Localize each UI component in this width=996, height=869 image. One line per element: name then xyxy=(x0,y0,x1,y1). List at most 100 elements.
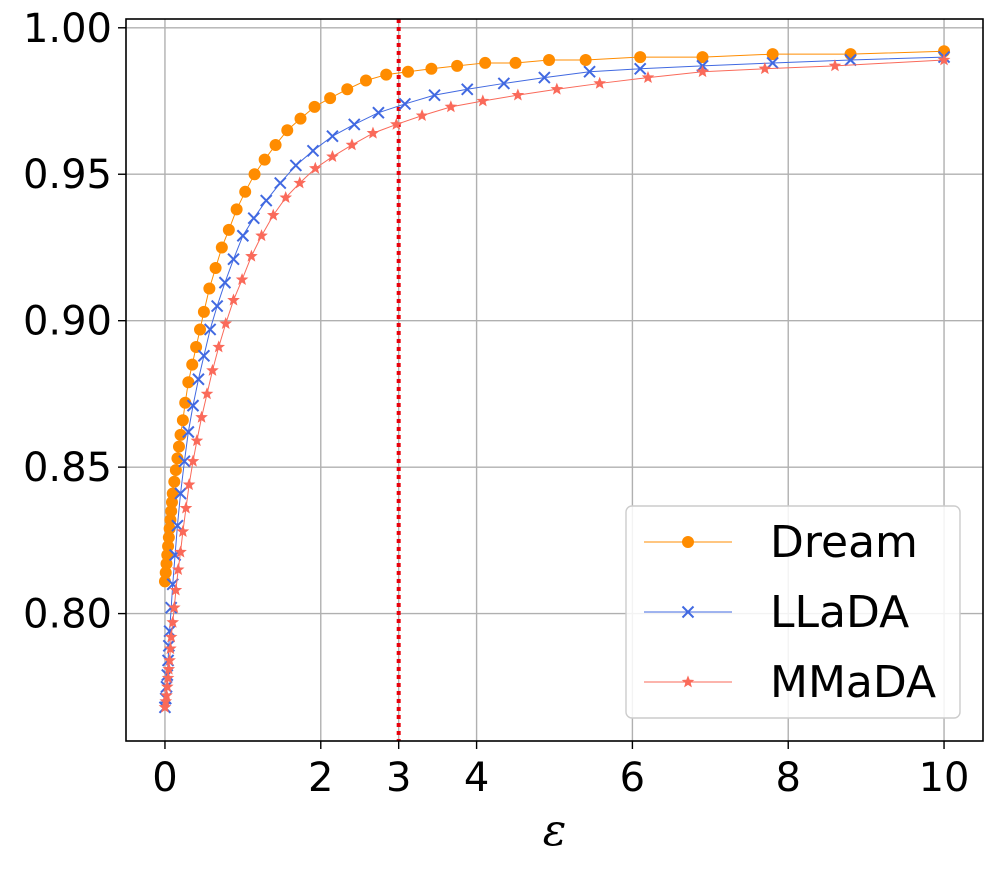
data-point xyxy=(543,54,556,67)
data-point xyxy=(366,126,380,139)
data-point xyxy=(190,434,204,447)
data-point xyxy=(174,487,187,500)
data-point xyxy=(682,536,694,548)
data-point xyxy=(161,671,175,684)
data-point xyxy=(178,455,191,468)
data-point xyxy=(398,97,412,111)
data-point xyxy=(260,194,273,207)
x-tick-label: 2 xyxy=(308,755,333,801)
data-point xyxy=(324,92,337,105)
data-point xyxy=(844,48,857,61)
data-point xyxy=(583,65,596,78)
data-point xyxy=(227,252,240,266)
data-point xyxy=(681,605,695,619)
data-point xyxy=(696,65,709,78)
data-point xyxy=(182,376,195,389)
data-point xyxy=(247,211,260,225)
data-point xyxy=(681,675,695,688)
data-point xyxy=(174,545,187,558)
data-point xyxy=(390,117,403,130)
data-point xyxy=(160,680,174,693)
data-point xyxy=(380,68,393,81)
data-point xyxy=(197,305,210,318)
data-point xyxy=(345,138,359,151)
legend-box xyxy=(625,505,961,719)
legend-item-mmada: MMaDA xyxy=(644,657,936,708)
data-point xyxy=(186,399,200,412)
data-point xyxy=(194,323,207,336)
data-point xyxy=(239,185,252,198)
data-point xyxy=(326,150,339,163)
data-point xyxy=(186,454,200,467)
data-point xyxy=(162,662,176,675)
data-point xyxy=(171,452,184,465)
data-point xyxy=(451,59,464,72)
data-point xyxy=(219,316,233,329)
x-tick-label: 3 xyxy=(386,755,411,801)
x-tick-label: 4 xyxy=(464,755,489,801)
data-point xyxy=(248,168,261,181)
data-point xyxy=(758,62,772,75)
y-tick-label: 0.80 xyxy=(23,592,112,638)
data-point xyxy=(279,191,293,204)
x-tick-label: 6 xyxy=(620,755,645,801)
y-tick-label: 0.90 xyxy=(23,299,112,345)
plot-frame xyxy=(125,18,984,742)
data-point xyxy=(209,261,222,274)
series-mmada xyxy=(158,53,951,713)
data-point xyxy=(222,223,235,236)
data-point xyxy=(479,56,492,69)
data-point xyxy=(215,241,228,254)
data-point xyxy=(274,176,287,190)
data-point xyxy=(203,323,217,336)
x-axis-label: ε xyxy=(543,805,567,856)
data-point xyxy=(425,62,438,75)
data-point xyxy=(169,583,183,596)
legend-label: LLaDA xyxy=(770,587,909,638)
data-point xyxy=(182,425,195,439)
data-point xyxy=(168,475,181,488)
data-point xyxy=(269,138,282,151)
series-dream xyxy=(158,45,951,588)
y-tick-label: 0.85 xyxy=(23,445,112,491)
data-point xyxy=(168,601,181,614)
data-point xyxy=(212,340,226,353)
data-point xyxy=(633,62,647,76)
data-point xyxy=(511,88,525,101)
y-axis: 0.80 0.85 0.90 0.95 1.00 xyxy=(23,6,126,638)
data-point xyxy=(634,51,647,64)
data-point xyxy=(828,59,842,72)
y-tick-label: 1.00 xyxy=(23,6,112,52)
data-point xyxy=(190,341,203,354)
data-point xyxy=(766,48,779,61)
data-point xyxy=(172,440,185,453)
data-point xyxy=(176,524,190,537)
data-point xyxy=(428,88,441,102)
data-point xyxy=(696,51,709,64)
data-point xyxy=(293,176,307,189)
data-point xyxy=(160,688,173,701)
data-point xyxy=(186,358,199,371)
data-point xyxy=(182,478,196,491)
data-point xyxy=(348,118,361,131)
data-point xyxy=(266,208,280,221)
data-point xyxy=(255,229,268,242)
data-point xyxy=(289,159,303,172)
legend-label: Dream xyxy=(770,517,918,568)
data-point xyxy=(461,83,474,96)
data-point xyxy=(195,410,208,423)
data-point xyxy=(245,249,258,262)
data-point xyxy=(476,94,490,107)
data-point xyxy=(579,54,592,67)
data-point xyxy=(192,373,205,386)
data-point xyxy=(766,56,779,70)
x-axis: 0 2 3 4 6 8 10 xyxy=(152,741,969,801)
data-point xyxy=(210,299,224,313)
data-point xyxy=(309,161,322,174)
data-point xyxy=(402,65,415,78)
data-point xyxy=(169,464,182,477)
data-point xyxy=(163,653,176,666)
legend-item-dream: Dream xyxy=(644,517,918,568)
data-point xyxy=(509,56,522,69)
